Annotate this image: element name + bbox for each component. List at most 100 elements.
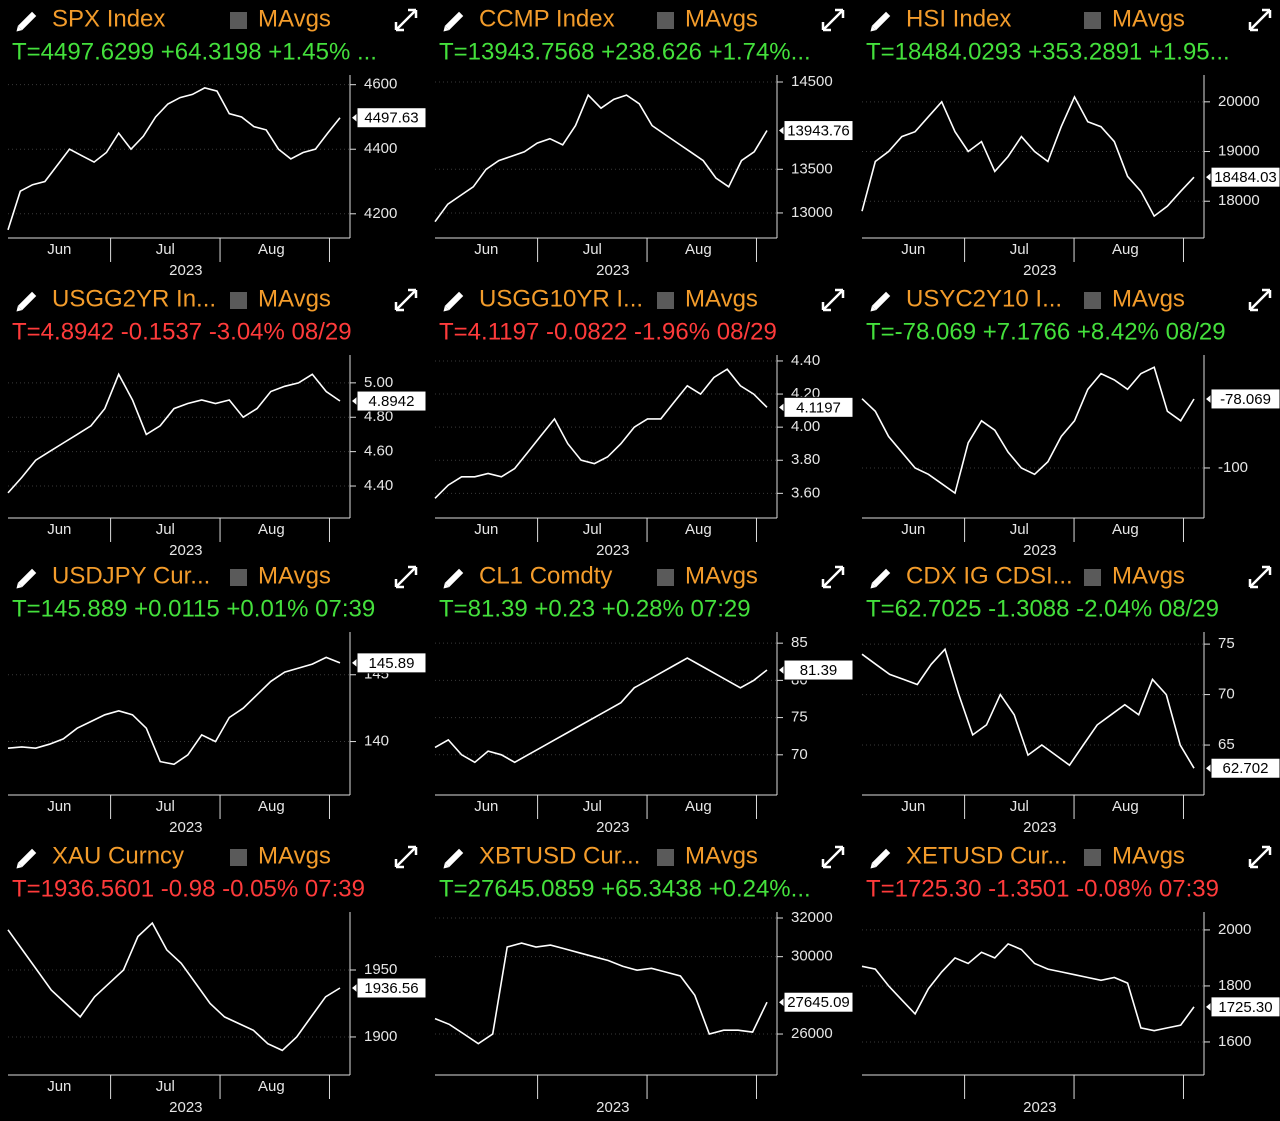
- legend-label[interactable]: MAvgs: [258, 842, 331, 869]
- legend-label[interactable]: MAvgs: [685, 842, 758, 869]
- expand-icon[interactable]: [821, 8, 845, 32]
- panel-title[interactable]: USGG2YR In...: [52, 285, 216, 312]
- chart-panel: HSI Index MAvgs T=18484.0293 +353.2891 +1.…: [861, 5, 1280, 279]
- expand-icon[interactable]: [394, 288, 418, 312]
- edit-icon[interactable]: [868, 291, 891, 314]
- legend-checkbox[interactable]: [1084, 569, 1101, 586]
- edit-icon[interactable]: [14, 848, 37, 871]
- expand-icon[interactable]: [1248, 288, 1272, 312]
- expand-icon[interactable]: [1248, 8, 1272, 32]
- legend-label[interactable]: MAvgs: [258, 5, 331, 32]
- edit-icon-body: [871, 848, 891, 868]
- legend-checkbox[interactable]: [230, 12, 247, 29]
- expand-icon[interactable]: [394, 8, 418, 32]
- chart-panel: USGG2YR In... MAvgs T=4.8942 -0.1537 -3.04…: [7, 285, 427, 559]
- panel-title[interactable]: SPX Index: [52, 5, 165, 32]
- last-value-label: 62.702: [1223, 760, 1269, 777]
- x-tick-label: Jul: [156, 1078, 175, 1095]
- quote-line: T=-78.069 +7.1766 +8.42% 08/29: [866, 318, 1226, 345]
- panel-title[interactable]: XBTUSD Cur...: [479, 842, 640, 869]
- legend-label[interactable]: MAvgs: [685, 5, 758, 32]
- edit-icon-tip: [443, 582, 450, 589]
- expand-icon[interactable]: [821, 845, 845, 869]
- y-tick-label: 20000: [1218, 93, 1260, 110]
- legend-label[interactable]: MAvgs: [258, 285, 331, 312]
- edit-icon[interactable]: [14, 11, 37, 34]
- chart-panel: CDX IG CDSI... MAvgs T=62.7025 -1.3088 -2.…: [861, 562, 1280, 836]
- edit-icon-body: [444, 848, 464, 868]
- last-value-label: -78.069: [1220, 391, 1271, 408]
- legend-checkbox[interactable]: [657, 569, 674, 586]
- expand-icon[interactable]: [1248, 565, 1272, 589]
- last-value-label: 27645.09: [787, 994, 850, 1011]
- legend-checkbox[interactable]: [1084, 849, 1101, 866]
- quote-line: T=18484.0293 +353.2891 +1.95...: [866, 38, 1230, 65]
- legend-checkbox[interactable]: [657, 292, 674, 309]
- edit-icon-tip: [16, 305, 23, 312]
- edit-icon[interactable]: [441, 11, 464, 34]
- expand-icon[interactable]: [394, 565, 418, 589]
- legend-checkbox[interactable]: [1084, 292, 1101, 309]
- expand-icon[interactable]: [394, 845, 418, 869]
- x-tick-label: Jun: [474, 798, 498, 815]
- edit-icon[interactable]: [441, 291, 464, 314]
- legend-checkbox[interactable]: [230, 569, 247, 586]
- last-value-box: [1210, 996, 1280, 1018]
- legend-checkbox[interactable]: [1084, 12, 1101, 29]
- price-line: [434, 93, 768, 223]
- panel-title[interactable]: USDJPY Cur...: [52, 562, 210, 589]
- legend-label[interactable]: MAvgs: [1112, 285, 1185, 312]
- panel-title[interactable]: CCMP Index: [479, 5, 615, 32]
- panel-title[interactable]: CDX IG CDSI...: [906, 562, 1073, 589]
- edit-icon[interactable]: [441, 568, 464, 591]
- last-value-box: [356, 652, 427, 674]
- last-value-box: [1210, 388, 1280, 410]
- legend-checkbox[interactable]: [230, 292, 247, 309]
- panel-title[interactable]: XAU Curncy: [52, 842, 184, 869]
- edit-icon[interactable]: [868, 11, 891, 34]
- x-tick-label: Jul: [156, 241, 175, 258]
- panel-title[interactable]: USYC2Y10 I...: [906, 285, 1062, 312]
- legend-checkbox[interactable]: [657, 849, 674, 866]
- edit-icon[interactable]: [441, 848, 464, 871]
- expand-icon[interactable]: [821, 288, 845, 312]
- y-tick-label: 1800: [1218, 977, 1251, 994]
- legend-label[interactable]: MAvgs: [1112, 842, 1185, 869]
- panel-title[interactable]: HSI Index: [906, 5, 1011, 32]
- expand-icon[interactable]: [821, 565, 845, 589]
- x-tick-label: Jun: [474, 521, 498, 538]
- year-label: 2023: [596, 262, 629, 279]
- panel-title[interactable]: CL1 Comdty: [479, 562, 612, 589]
- panel-title[interactable]: XETUSD Cur...: [906, 842, 1067, 869]
- legend-checkbox[interactable]: [230, 849, 247, 866]
- edit-icon-tip: [443, 305, 450, 312]
- chart-panel: USGG10YR I... MAvgs T=4.1197 -0.0822 -1.96…: [434, 285, 854, 559]
- legend-checkbox[interactable]: [657, 12, 674, 29]
- chart-panel: USYC2Y10 I... MAvgs T=-78.069 +7.1766 +8.4…: [861, 285, 1280, 559]
- legend-label[interactable]: MAvgs: [685, 562, 758, 589]
- x-tick-label: Aug: [258, 241, 285, 258]
- edit-icon[interactable]: [14, 291, 37, 314]
- price-line: [7, 921, 341, 1052]
- edit-icon-body: [871, 11, 891, 31]
- legend-label[interactable]: MAvgs: [258, 562, 331, 589]
- edit-icon[interactable]: [14, 568, 37, 591]
- y-tick-label: 4.80: [364, 408, 393, 425]
- chart-panel: CCMP Index MAvgs T=13943.7568 +238.626 +1.…: [434, 5, 854, 279]
- edit-icon-tip: [870, 582, 877, 589]
- chart-panel: XETUSD Cur... MAvgs T=1725.30 -1.3501 -0.0…: [861, 842, 1280, 1116]
- legend-label[interactable]: MAvgs: [685, 285, 758, 312]
- legend-label[interactable]: MAvgs: [1112, 562, 1185, 589]
- last-value-box: [783, 659, 854, 681]
- legend-label[interactable]: MAvgs: [1112, 5, 1185, 32]
- year-label: 2023: [1023, 1099, 1056, 1116]
- edit-icon[interactable]: [868, 848, 891, 871]
- panel-title[interactable]: USGG10YR I...: [479, 285, 643, 312]
- edit-icon[interactable]: [868, 568, 891, 591]
- y-tick-label: 70: [1218, 686, 1235, 703]
- expand-icon[interactable]: [1248, 845, 1272, 869]
- year-label: 2023: [1023, 819, 1056, 836]
- x-tick-label: Jul: [1010, 241, 1029, 258]
- year-label: 2023: [1023, 262, 1056, 279]
